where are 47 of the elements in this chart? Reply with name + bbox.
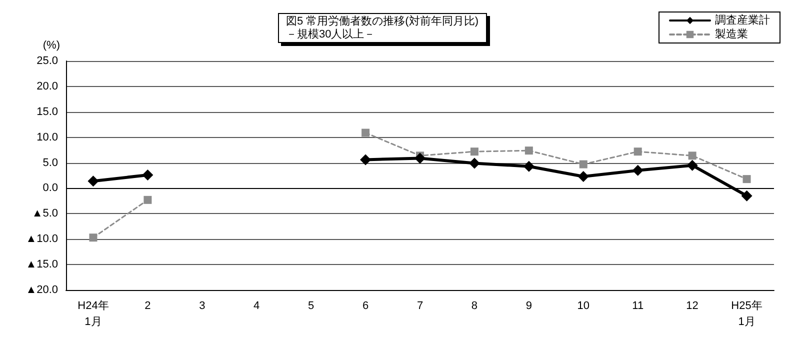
point	[688, 152, 696, 160]
y-tick-label: 5.0	[42, 156, 58, 169]
point	[579, 160, 588, 168]
y-tick-label: 10.0	[36, 131, 58, 144]
point	[360, 154, 372, 166]
y-tick-label: ▲5.0	[32, 208, 58, 220]
point	[88, 176, 99, 187]
x-tick-label: 8	[471, 300, 478, 312]
point	[632, 164, 644, 176]
chart-title: 図5 常用労働者数の推移(対前年同月比)	[286, 14, 478, 28]
x-tick-label: 9	[526, 300, 532, 312]
y-tick-label: ▲10.0	[26, 233, 58, 246]
point	[144, 196, 152, 204]
x-tick-label: 4	[254, 300, 260, 312]
point	[89, 234, 98, 242]
x-tick-label: H24年 1月	[78, 300, 109, 328]
y-tick-label: 25.0	[36, 55, 58, 67]
y-tick-label: ▲15.0	[26, 258, 58, 271]
point	[686, 160, 698, 171]
x-tick-label: H25年 1月	[731, 300, 762, 328]
point	[414, 152, 426, 164]
y-tick-label: ▲20.0	[26, 284, 58, 296]
legend-label: 製造業	[715, 28, 748, 40]
x-tick-label: 5	[308, 300, 314, 312]
y-tick-label: 0.0	[42, 182, 58, 194]
y-tick-label: 15.0	[36, 106, 58, 118]
x-tick-label: 11	[632, 300, 644, 312]
point	[523, 160, 534, 172]
point	[741, 190, 752, 202]
x-tick-label: 7	[416, 300, 424, 312]
y-axis-title: (%)	[42, 40, 60, 52]
x-tick-label: 2	[144, 300, 151, 312]
x-tick-label: 10	[577, 300, 590, 312]
y-tick-label: 20.0	[36, 80, 58, 92]
point	[362, 128, 370, 137]
point	[578, 171, 589, 182]
point	[468, 158, 480, 169]
legend-label: 調査産業計	[715, 14, 770, 26]
point	[524, 146, 533, 155]
point	[634, 148, 642, 156]
chart-subtitle: －規模30人以上－	[286, 28, 376, 40]
point	[470, 148, 478, 156]
x-tick-label: 3	[199, 300, 206, 312]
x-tick-label: 12	[686, 300, 698, 312]
x-tick-label: 6	[362, 300, 369, 312]
point	[742, 175, 751, 184]
point	[142, 169, 154, 180]
